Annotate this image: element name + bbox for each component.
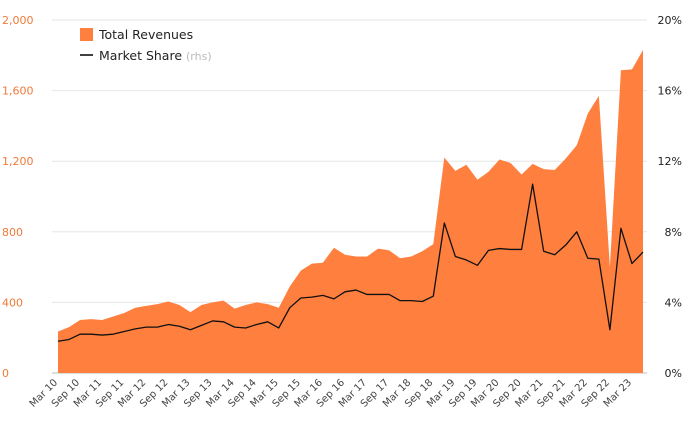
series-market-share-line — [57, 183, 644, 342]
legend-label-total-revenues: Total Revenues — [98, 27, 193, 42]
y-right-tick-label: 8% — [665, 226, 682, 239]
y-left-tick-label: 1,200 — [2, 155, 34, 168]
legend-market-share-suffix: (rhs) — [186, 50, 212, 63]
legend-swatch-total-revenues — [80, 28, 93, 41]
y-right-tick-label: 16% — [658, 85, 682, 98]
y-left-tick-label: 400 — [2, 296, 23, 309]
market-share-line-layer — [57, 183, 644, 342]
revenue-area-layer — [58, 50, 643, 373]
y-left-tick-label: 0 — [2, 367, 9, 380]
legend-label-market-share: Market Share (rhs) — [99, 48, 212, 63]
series-total-revenues-area — [58, 50, 643, 373]
y-right-tick-label: 0% — [665, 367, 682, 380]
left-axis-ticks: 0 400 800 1,200 1,600 2,000 — [2, 14, 34, 380]
y-left-tick-label: 2,000 — [2, 14, 34, 27]
y-right-tick-label: 20% — [658, 14, 682, 27]
right-axis-ticks: 0% 4% 8% 12% 16% 20% — [658, 14, 682, 380]
legend-market-share-name: Market Share — [99, 48, 182, 63]
legend: Total Revenues Market Share (rhs) — [80, 27, 212, 63]
y-left-tick-label: 1,600 — [2, 85, 34, 98]
y-right-tick-label: 12% — [658, 155, 682, 168]
y-right-tick-label: 4% — [665, 296, 682, 309]
y-left-tick-label: 800 — [2, 226, 23, 239]
